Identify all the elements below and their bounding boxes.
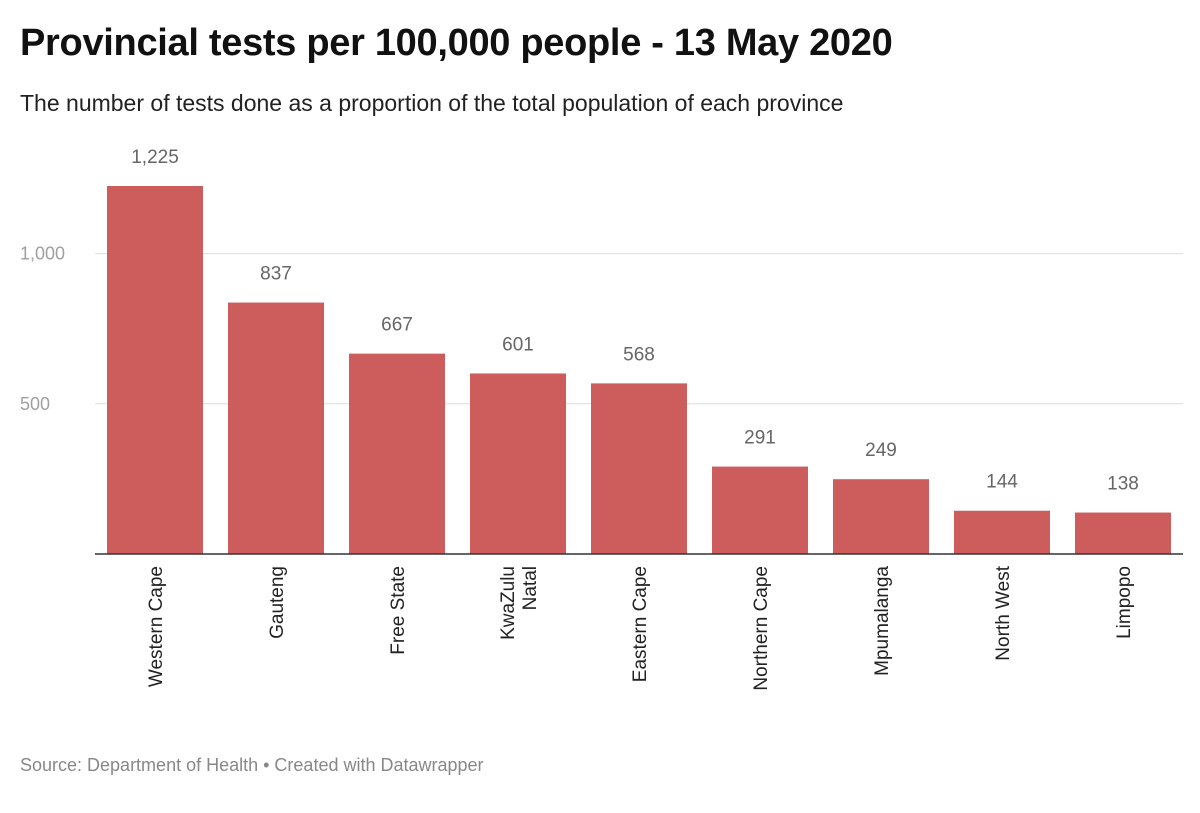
bar bbox=[349, 353, 445, 554]
x-tick-label: Free State bbox=[388, 566, 409, 655]
value-label: 837 bbox=[260, 264, 292, 285]
x-tick-label-line: KwaZulu bbox=[498, 566, 519, 640]
bar bbox=[228, 302, 324, 554]
x-tick-label: KwaZuluNatal bbox=[498, 566, 541, 640]
labels: 500 1,000 1,225 Western Cape 837 Gauteng 667 Fr… bbox=[20, 147, 1139, 691]
x-tick-label: Western Cape bbox=[146, 566, 167, 687]
y-tick-label: 500 bbox=[20, 394, 50, 414]
x-tick-label: Gauteng bbox=[267, 566, 288, 639]
x-tick-label-line: Limpopo bbox=[1114, 566, 1135, 639]
x-tick-label-line: Natal bbox=[520, 566, 541, 610]
x-tick-label-line: Free State bbox=[388, 566, 409, 655]
chart-subtitle: The number of tests done as a proportion… bbox=[20, 90, 844, 116]
x-tick-label: Limpopo bbox=[1114, 566, 1135, 639]
value-label: 601 bbox=[502, 334, 534, 355]
bar bbox=[712, 466, 808, 554]
x-tick-label-line: Gauteng bbox=[267, 566, 288, 639]
x-tick-label: North West bbox=[993, 565, 1014, 660]
value-label: 138 bbox=[1107, 474, 1139, 495]
bars bbox=[107, 186, 1171, 554]
value-label: 1,225 bbox=[131, 147, 179, 168]
x-tick-label: Eastern Cape bbox=[630, 566, 651, 682]
value-label: 667 bbox=[381, 315, 413, 336]
value-label: 291 bbox=[744, 428, 776, 449]
bar bbox=[591, 383, 687, 554]
source-note: Source: Department of Health • Created w… bbox=[20, 755, 484, 775]
x-tick-label-line: Western Cape bbox=[146, 566, 167, 687]
value-label: 144 bbox=[986, 472, 1018, 493]
x-tick-label-line: Eastern Cape bbox=[630, 566, 651, 682]
x-tick-label-line: Mpumalanga bbox=[872, 566, 893, 676]
x-tick-label-line: Northern Cape bbox=[751, 566, 772, 691]
bar bbox=[107, 186, 203, 554]
bar bbox=[1075, 512, 1171, 554]
y-tick-label: 1,000 bbox=[20, 244, 65, 264]
x-tick-label-line: North West bbox=[993, 565, 1014, 660]
x-tick-label: Mpumalanga bbox=[872, 566, 893, 676]
x-tick-label: Northern Cape bbox=[751, 566, 772, 691]
bar bbox=[954, 510, 1050, 554]
bar bbox=[470, 373, 566, 554]
value-label: 249 bbox=[865, 440, 897, 461]
value-label: 568 bbox=[623, 344, 655, 365]
chart-title: Provincial tests per 100,000 people - 13… bbox=[20, 22, 893, 64]
bar bbox=[833, 479, 929, 554]
